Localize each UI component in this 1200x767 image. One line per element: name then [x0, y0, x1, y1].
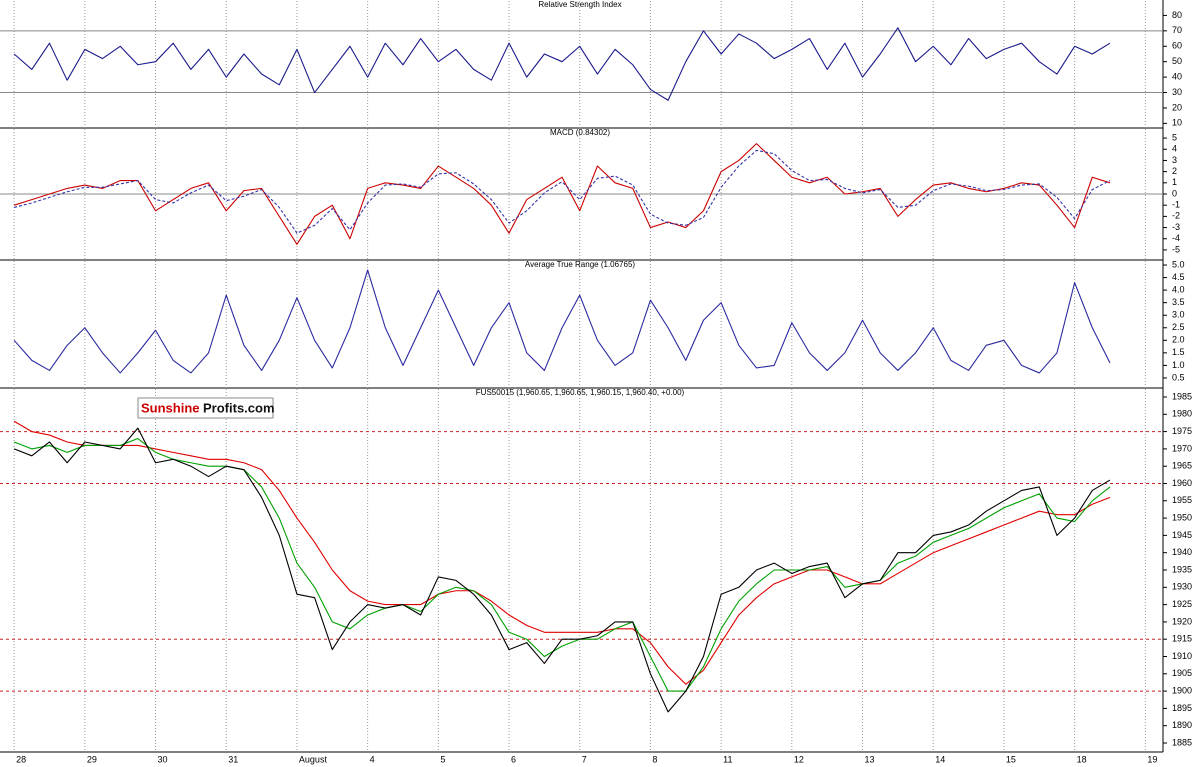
y-tick-label: -4 — [1172, 233, 1180, 243]
panel-title: Average True Range (1.06765) — [525, 260, 635, 269]
y-tick-label: 80 — [1172, 10, 1182, 20]
y-tick-label: 1970 — [1172, 443, 1192, 453]
panel-title: MACD (0.84302) — [550, 128, 610, 137]
y-tick-label: 1980 — [1172, 409, 1192, 419]
logo-text: Profits.com — [203, 400, 275, 415]
y-tick-label: 1955 — [1172, 495, 1192, 505]
x-tick-label: 28 — [16, 754, 26, 764]
y-tick-label: 1930 — [1172, 582, 1192, 592]
y-tick-label: 1900 — [1172, 685, 1192, 695]
y-tick-label: 1.0 — [1172, 360, 1185, 370]
logo: Sunshine Profits.com — [137, 397, 275, 419]
y-tick-label: 1920 — [1172, 616, 1192, 626]
y-tick-label: -5 — [1172, 244, 1180, 254]
y-tick-label: -1 — [1172, 200, 1180, 210]
y-tick-label: 2.0 — [1172, 335, 1185, 345]
logo-box — [137, 397, 274, 419]
y-tick-label: 5.0 — [1172, 259, 1185, 269]
y-tick-label: 3.0 — [1172, 310, 1185, 320]
y-tick-label: 1 — [1172, 177, 1177, 187]
y-tick-label: 2 — [1172, 166, 1177, 176]
series-line — [13, 427, 1111, 713]
y-tick-label: 20 — [1172, 102, 1182, 112]
y-tick-label: 2.5 — [1172, 322, 1185, 332]
y-tick-label: 1910 — [1172, 651, 1192, 661]
y-tick-label: 70 — [1172, 25, 1182, 35]
y-tick-label: 40 — [1172, 71, 1182, 81]
y-tick-label: 1895 — [1172, 703, 1192, 713]
x-tick-label: 14 — [935, 754, 945, 764]
x-tick-label: 29 — [87, 754, 97, 764]
series-line — [13, 27, 1111, 101]
series-line — [13, 143, 1111, 245]
y-tick-label: 3 — [1172, 155, 1177, 165]
series-line — [14, 149, 1111, 234]
x-tick-label: 30 — [158, 754, 168, 764]
y-tick-label: 1940 — [1172, 547, 1192, 557]
x-tick-label: 6 — [511, 754, 516, 764]
y-tick-label: 4.5 — [1172, 272, 1185, 282]
x-tick-label: 18 — [1077, 754, 1087, 764]
y-tick-label: 30 — [1172, 87, 1182, 97]
y-tick-label: 1960 — [1172, 478, 1192, 488]
x-tick-label: 19 — [1147, 754, 1157, 764]
y-tick-label: 1985 — [1172, 391, 1192, 401]
y-tick-label: 1.5 — [1172, 347, 1185, 357]
y-tick-label: 3.5 — [1172, 297, 1185, 307]
y-tick-label: 1885 — [1172, 737, 1192, 747]
x-tick-label: 13 — [865, 754, 875, 764]
y-tick-label: 1950 — [1172, 512, 1192, 522]
y-tick-label: 1975 — [1172, 426, 1192, 436]
panel-title: Relative Strength Index — [538, 0, 621, 9]
x-tick-label: 31 — [228, 754, 238, 764]
x-tick-label: 12 — [794, 754, 804, 764]
series-line — [13, 420, 1111, 685]
series-line — [13, 437, 1111, 692]
x-tick-label: August — [299, 754, 328, 764]
y-tick-label: 10 — [1172, 118, 1182, 128]
y-tick-label: 1905 — [1172, 668, 1192, 678]
y-tick-label: -2 — [1172, 211, 1180, 221]
logo-text: Sunshine — [141, 400, 200, 415]
x-tick-label: 15 — [1006, 754, 1016, 764]
x-tick-label: 11 — [723, 754, 732, 764]
series-line — [13, 269, 1111, 374]
y-tick-label: 1915 — [1172, 634, 1192, 644]
y-tick-label: 1935 — [1172, 564, 1192, 574]
y-tick-label: 1965 — [1172, 461, 1192, 471]
y-tick-label: 50 — [1172, 56, 1182, 66]
y-tick-label: 60 — [1172, 41, 1182, 51]
y-tick-label: 1945 — [1172, 530, 1192, 540]
x-tick-label: 7 — [582, 754, 587, 764]
y-tick-label: 1890 — [1172, 720, 1192, 730]
y-tick-label: 1925 — [1172, 599, 1192, 609]
y-tick-label: 0 — [1172, 188, 1177, 198]
y-tick-label: 5 — [1172, 132, 1177, 142]
x-tick-label: 4 — [370, 754, 375, 764]
x-tick-label: 5 — [440, 754, 445, 764]
y-tick-label: 4 — [1172, 144, 1177, 154]
y-tick-label: 4.0 — [1172, 284, 1185, 294]
y-tick-label: -3 — [1172, 222, 1180, 232]
panel-title: FUS50015 (1,960.65, 1,960.65, 1,960.15, … — [476, 388, 685, 397]
y-tick-label: 0.5 — [1172, 372, 1185, 382]
x-tick-label: 8 — [652, 754, 657, 764]
